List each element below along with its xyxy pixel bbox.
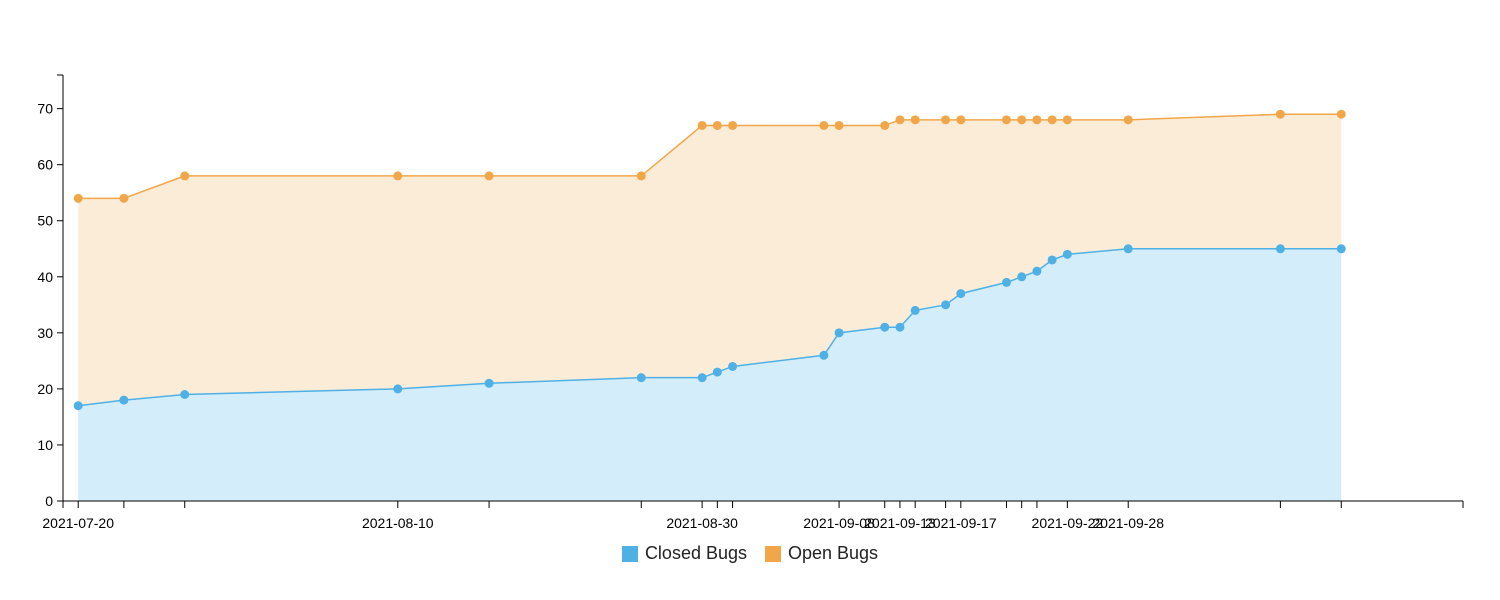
point-closed-5 (636, 373, 646, 383)
point-open-13 (910, 115, 920, 125)
y-tick-label-40: 40 (37, 269, 53, 285)
point-open-10 (834, 120, 844, 130)
point-open-11 (880, 120, 890, 130)
x-tick-label-2021-09-22: 2021-09-22 (1032, 515, 1104, 531)
point-open-6 (697, 120, 707, 130)
y-tick-label-0: 0 (45, 493, 53, 509)
point-closed-7 (712, 367, 722, 377)
point-closed-9 (819, 350, 829, 360)
chart-legend: Closed Bugs Open Bugs (0, 543, 1500, 564)
y-tick-label-60: 60 (37, 157, 53, 173)
x-tick-label-2021-08-30: 2021-08-30 (666, 515, 738, 531)
point-closed-15 (956, 289, 966, 299)
point-open-18 (1032, 115, 1042, 125)
point-open-9 (819, 120, 829, 130)
point-closed-12 (895, 322, 905, 332)
point-closed-16 (1001, 277, 1011, 287)
point-closed-17 (1017, 272, 1027, 282)
point-closed-19 (1047, 255, 1057, 265)
point-closed-4 (484, 378, 494, 388)
point-closed-1 (119, 395, 129, 405)
point-closed-0 (73, 401, 83, 411)
point-open-14 (941, 115, 951, 125)
legend-item-closed-bugs[interactable]: Closed Bugs (621, 543, 747, 564)
legend-label-closed: Closed Bugs (644, 543, 747, 563)
y-tick-label-70: 70 (37, 101, 53, 117)
chart-canvas: 0 10 20 30 40 50 60 70 2021-07-20 2021-08-10 2021-… (37, 74, 1464, 531)
point-open-22 (1275, 109, 1285, 119)
point-open-7 (712, 120, 722, 130)
point-closed-3 (393, 384, 403, 394)
x-tick-label-2021-08-10: 2021-08-10 (362, 515, 434, 531)
point-closed-8 (728, 361, 738, 371)
point-open-15 (956, 115, 966, 125)
area-open-bugs (78, 114, 1342, 406)
legend-item-open-bugs[interactable]: Open Bugs (765, 543, 878, 564)
x-tick-label-2021-09-28: 2021-09-28 (1092, 515, 1164, 531)
point-closed-20 (1062, 249, 1072, 259)
y-tick-label-10: 10 (37, 437, 53, 453)
point-closed-13 (910, 305, 920, 315)
point-open-2 (180, 171, 190, 181)
point-open-23 (1336, 109, 1346, 119)
point-closed-23 (1336, 244, 1346, 254)
point-open-3 (393, 171, 403, 181)
point-open-4 (484, 171, 494, 181)
legend-label-open: Open Bugs (788, 543, 879, 563)
y-tick-label-30: 30 (37, 325, 53, 341)
x-tick-label-2021-07-20: 2021-07-20 (42, 515, 114, 531)
point-closed-2 (180, 390, 190, 399)
point-closed-14 (941, 300, 951, 310)
point-closed-6 (697, 373, 707, 383)
point-open-12 (895, 115, 905, 125)
point-open-5 (636, 171, 646, 181)
x-tick-label-2021-09-17: 2021-09-17 (925, 515, 997, 531)
point-open-0 (73, 193, 83, 203)
y-tick-label-20: 20 (37, 381, 53, 397)
point-open-19 (1047, 115, 1057, 125)
y-tick-label-50: 50 (37, 213, 53, 229)
x-tick-label-2021-09-08: 2021-09-08 (803, 515, 875, 531)
point-closed-22 (1275, 244, 1285, 254)
point-closed-10 (834, 328, 844, 338)
point-closed-21 (1123, 244, 1133, 254)
point-open-21 (1123, 115, 1133, 125)
point-open-1 (119, 193, 129, 203)
point-open-17 (1017, 115, 1027, 125)
legend-swatch-open (765, 545, 781, 562)
point-open-8 (728, 120, 738, 130)
point-closed-18 (1032, 266, 1042, 276)
legend-swatch-closed (621, 545, 638, 562)
point-open-16 (1001, 115, 1011, 125)
x-tick-label-2021-09-13: 2021-09-13 (864, 515, 936, 531)
point-open-20 (1062, 115, 1072, 125)
point-closed-11 (880, 322, 890, 332)
